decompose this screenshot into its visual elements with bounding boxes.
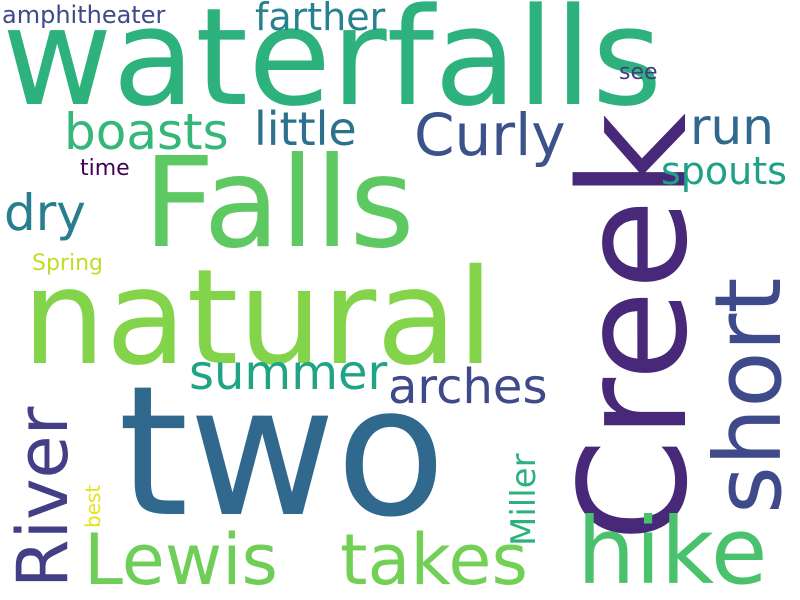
word-farther: farther bbox=[255, 0, 386, 39]
word-takes: takes bbox=[340, 519, 528, 600]
word-time: time bbox=[80, 156, 130, 181]
word-two: two bbox=[118, 348, 446, 557]
word-spring: Spring bbox=[32, 251, 103, 276]
word-spouts: spouts bbox=[661, 149, 787, 193]
word-river: River bbox=[2, 406, 84, 588]
word-see: see bbox=[619, 60, 658, 85]
word-miller: Miller bbox=[504, 453, 544, 546]
word-amphitheater: amphitheater bbox=[2, 1, 166, 29]
word-short: short bbox=[695, 277, 800, 514]
word-natural: natural bbox=[22, 241, 494, 395]
word-falls: Falls bbox=[143, 131, 415, 276]
word-run: run bbox=[690, 98, 774, 156]
word-lewis: Lewis bbox=[84, 519, 279, 600]
word-boasts: boasts bbox=[64, 103, 229, 161]
word-curly: Curly bbox=[414, 101, 566, 169]
word-summer: summer bbox=[189, 345, 388, 401]
word-little: little bbox=[254, 102, 357, 156]
word-hike: hike bbox=[577, 498, 768, 600]
word-arches: arches bbox=[388, 359, 548, 415]
word-dry: dry bbox=[4, 184, 86, 242]
word-waterfalls: waterfalls bbox=[2, 0, 663, 136]
word-best: best bbox=[81, 484, 105, 528]
